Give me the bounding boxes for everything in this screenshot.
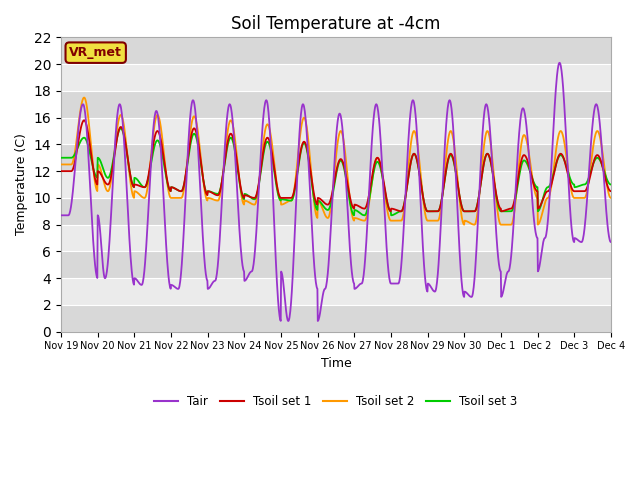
X-axis label: Time: Time [321, 357, 351, 370]
Bar [61, 171, 611, 198]
Title: Soil Temperature at -4cm: Soil Temperature at -4cm [231, 15, 440, 33]
Bar [61, 198, 611, 225]
Legend: Tair, Tsoil set 1, Tsoil set 2, Tsoil set 3: Tair, Tsoil set 1, Tsoil set 2, Tsoil se… [150, 391, 522, 413]
Bar [61, 305, 611, 332]
Bar [61, 144, 611, 171]
Bar [61, 252, 611, 278]
Bar [61, 37, 611, 64]
Text: VR_met: VR_met [69, 46, 122, 59]
Bar [61, 91, 611, 118]
Bar [61, 64, 611, 91]
Y-axis label: Temperature (C): Temperature (C) [15, 133, 28, 236]
Bar [61, 118, 611, 144]
Bar [61, 278, 611, 305]
Bar [61, 225, 611, 252]
